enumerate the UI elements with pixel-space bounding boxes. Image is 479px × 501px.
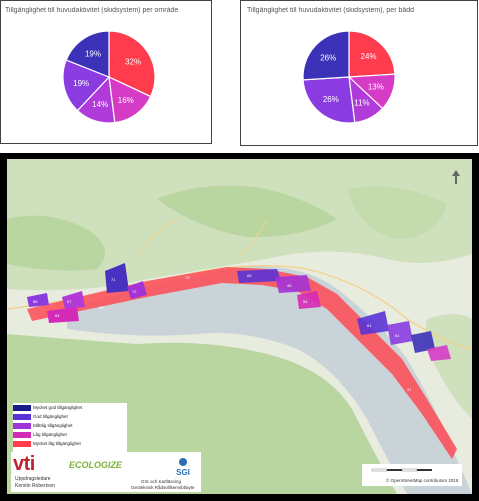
zone-label: 86: [33, 299, 38, 304]
pie-chart-card-per-bed: Tillgänglighet till huvudaktivitet (skid…: [240, 0, 478, 146]
zone-label: 61: [395, 333, 400, 338]
zone-label: 84: [55, 313, 60, 318]
gis-credit-line2: Geoteknisk Rådsvillkemsbtlayte: [131, 485, 195, 490]
scale-bar-icon: [371, 468, 432, 472]
pie-slice-label: 26%: [323, 95, 339, 104]
zone-label: 72: [132, 289, 137, 294]
legend-swatch: [13, 413, 31, 420]
pie-slice-label: 26%: [320, 53, 336, 62]
map-frame: 71 72 67 86 84 68 73 65 45 54 61 61 47 M…: [0, 153, 479, 501]
accessibility-map[interactable]: 71 72 67 86 84 68 73 65 45 54 61 61 47 M…: [7, 159, 472, 494]
pie-slice: [302, 30, 350, 81]
pie-slice: [348, 30, 396, 78]
zone-label: 65: [247, 273, 252, 278]
pie-chart-per-bed: 24% 13% 11% 26% 26%: [302, 30, 396, 124]
zone-label: 71: [111, 277, 116, 282]
vti-logo: vti: [13, 453, 35, 475]
zone-label: 68: [99, 305, 104, 310]
pie-slice-label: 16%: [118, 96, 134, 105]
pie-slice-label: 19%: [85, 49, 101, 58]
legend-item: Måttlig tillgänglighet: [13, 422, 73, 429]
legend-item: God tillgänglighet: [13, 413, 68, 420]
zone-label: 54: [303, 299, 308, 304]
ecologize-logo: ECOLOGIZE: [69, 460, 123, 470]
pie-slice-label: 13%: [368, 83, 384, 92]
project-lead-label: Uppdragsledare: [15, 476, 51, 482]
legend-item: Låg tillgänglighet: [13, 431, 67, 438]
legend-swatch: [13, 404, 31, 411]
pie-slice-label: 24%: [361, 52, 377, 61]
gis-credit-line1: GIS och Kartläsning: [141, 479, 182, 484]
logos-panel: vti Uppdragsledare Kerstin Robertson ECO…: [11, 452, 201, 492]
pie-slice: [302, 76, 356, 124]
scale-bar-box: © OpenStreetMap contributors 2018: [362, 464, 462, 486]
legend-label: Låg tillgänglighet: [33, 432, 67, 437]
pie-slice: [65, 30, 110, 78]
pie-slice: [108, 75, 152, 124]
legend-label: Mycket god tillgänglighet: [33, 405, 83, 410]
pie-slice: [108, 30, 156, 98]
map-base: [7, 159, 472, 494]
zone-label: 61: [367, 323, 372, 328]
sgi-logo-icon: SGI: [176, 458, 190, 477]
pie-chart-per-area: 32% 16% 14% 19% 19%: [62, 30, 156, 124]
zone-label: 45: [287, 283, 292, 288]
pie-slice-label: 32%: [125, 58, 141, 67]
legend-swatch: [13, 422, 31, 429]
legend-label: Måttlig tillgänglighet: [33, 423, 73, 428]
pie-chart-title: Tillgänglighet till huvudaktivitet (skid…: [247, 7, 415, 14]
legend-item: Mycket låg tillgänglighet: [13, 440, 81, 447]
legend-swatch: [13, 440, 31, 447]
zone-label: 67: [67, 299, 72, 304]
legend-swatch: [13, 431, 31, 438]
pie-slice-label: 14%: [92, 100, 108, 109]
legend-label: God tillgänglighet: [33, 414, 68, 419]
pie-slice-label: 11%: [354, 98, 369, 107]
project-lead-name: Kerstin Robertson: [15, 483, 56, 489]
north-arrow-icon: [452, 170, 460, 184]
legend-label: Mycket låg tillgänglighet: [33, 441, 81, 446]
legend-item: Mycket god tillgänglighet: [13, 404, 82, 411]
sgi-text: SGI: [176, 468, 190, 477]
map-legend: Mycket god tillgänglighet God tillgängli…: [13, 403, 127, 453]
map-attribution: © OpenStreetMap contributors 2018: [386, 478, 459, 483]
pie-chart-title: Tillgänglighet till huvudaktivitet (skid…: [5, 7, 179, 14]
zone-label: 73: [185, 275, 190, 280]
zone-label: 47: [407, 387, 412, 392]
pie-chart-card-per-area: Tillgänglighet till huvudaktivitet (skid…: [0, 0, 212, 144]
pie-slice-label: 19%: [73, 79, 89, 88]
